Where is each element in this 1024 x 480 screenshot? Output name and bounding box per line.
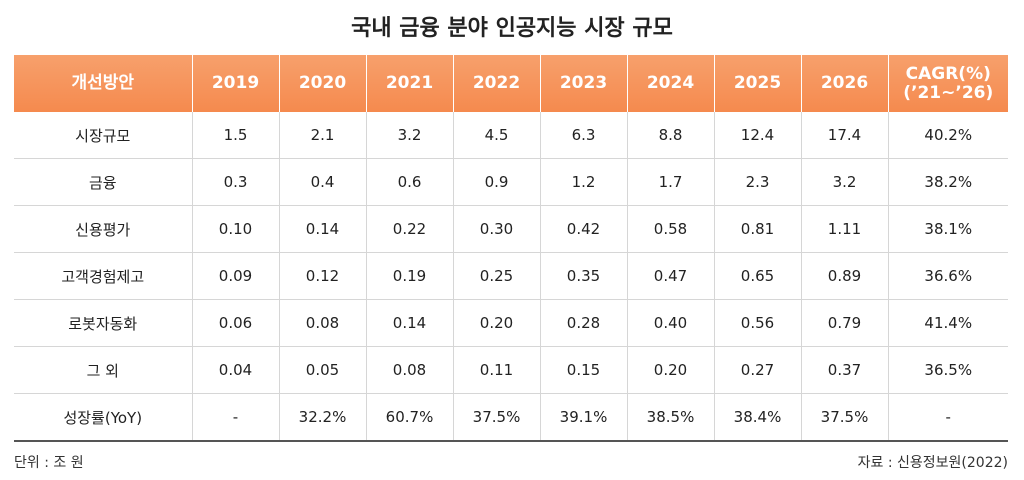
table-cell: 12.4: [713, 112, 801, 159]
table-cell: 0.35: [539, 252, 627, 300]
table-cell: 39.1%: [539, 393, 627, 442]
table-cell: 0.14: [365, 299, 453, 347]
table-cell: 0.08: [365, 346, 453, 394]
table-cell: 0.19: [365, 252, 453, 300]
table-cell: 1.5: [191, 112, 279, 159]
header-row: 개선방안 2019 2020 2021 2022 2023 2024 2025 …: [14, 55, 1008, 112]
table-row: 시장규모 1.5 2.1 3.2 4.5 6.3 8.8 12.4 17.4 40.2%: [14, 112, 1008, 159]
table-cell: -: [191, 393, 279, 442]
row-label-cell: 성장률(YoY): [14, 393, 192, 442]
table-cell: 4.5: [452, 112, 540, 159]
table-cell: 2.1: [278, 112, 366, 159]
table-cell: 0.65: [713, 252, 801, 300]
table-row: 그 외 0.04 0.05 0.08 0.11 0.15 0.20 0.27 0.37 36.5%: [14, 346, 1008, 394]
table-cell: 17.4: [800, 112, 888, 159]
table-cell: 0.89: [800, 252, 888, 300]
table-cell: 38.4%: [713, 393, 801, 442]
row-label-cell: 로봇자동화: [14, 299, 192, 347]
table-cell: 0.58: [626, 205, 714, 253]
row-label-cell: 그 외: [14, 346, 192, 394]
table-cell: 0.11: [452, 346, 540, 394]
table-cell: 38.5%: [626, 393, 714, 442]
table-cell: 0.05: [278, 346, 366, 394]
chart-title: 국내 금융 분야 인공지능 시장 규모: [351, 16, 673, 41]
table-cell: 0.25: [452, 252, 540, 300]
table-cell: 37.5%: [452, 393, 540, 442]
table-cell: 6.3: [539, 112, 627, 159]
table-cell: 3.2: [365, 112, 453, 159]
table-cell: 0.20: [626, 346, 714, 394]
table-cell: 0.47: [626, 252, 714, 300]
table-cell: 0.30: [452, 205, 540, 253]
table-row: 성장률(YoY) -32.2% 60.7% 37.5% 39.1% 38.5% 38.4% 3…: [14, 393, 1008, 442]
table-row: 금융 0.3 0.4 0.6 0.9 1.2 1.7 2.3 3.2 38.2%: [14, 158, 1008, 206]
table-cell: 8.8: [626, 112, 714, 159]
table-cell: 1.2: [539, 158, 627, 206]
header-cell-2022: 2022: [452, 55, 540, 112]
table-cell: 0.20: [452, 299, 540, 347]
table-cell: 0.04: [191, 346, 279, 394]
header-cell-2019: 2019: [191, 55, 279, 112]
market-size-table: 개선방안 2019 2020 2021 2022 2023 2024 2025 …: [14, 55, 1008, 442]
table-cell: 0.42: [539, 205, 627, 253]
header-cell-2023: 2023: [539, 55, 627, 112]
header-cagr-label: CAGR(%): [905, 63, 991, 84]
table-row: 로봇자동화 0.06 0.08 0.14 0.20 0.28 0.40 0.56 0.79 41.…: [14, 299, 1008, 347]
table-row: 신용평가 0.10 0.14 0.22 0.30 0.42 0.58 0.81 1.11 38.1…: [14, 205, 1008, 253]
table-cell: 60.7%: [365, 393, 453, 442]
header-cell-2025: 2025: [713, 55, 801, 112]
row-label-cell: 금융: [14, 158, 192, 206]
unit-note: 단위 : 조 원: [14, 455, 84, 471]
table-cell: 1.11: [800, 205, 888, 253]
table-row: 고객경험제고 0.09 0.12 0.19 0.25 0.35 0.47 0.65 0.89 36…: [14, 252, 1008, 300]
table-body: 시장규모 1.5 2.1 3.2 4.5 6.3 8.8 12.4 17.4 40.2% 금융 0.3…: [14, 112, 1008, 442]
table-cell: 0.09: [191, 252, 279, 300]
table-cell: 38.1%: [887, 205, 1008, 253]
table-cell: 0.9: [452, 158, 540, 206]
table-cell: 0.3: [191, 158, 279, 206]
table-cell: 0.4: [278, 158, 366, 206]
table-cell: 0.79: [800, 299, 888, 347]
table-cell: 3.2: [800, 158, 888, 206]
header-cell-category: 개선방안: [14, 55, 192, 112]
table-cell: 2.3: [713, 158, 801, 206]
header-cell-2024: 2024: [626, 55, 714, 112]
table-cell: 0.14: [278, 205, 366, 253]
table-cell: 0.27: [713, 346, 801, 394]
table-cell: 0.6: [365, 158, 453, 206]
table-cell: 0.81: [713, 205, 801, 253]
table-cell: 0.15: [539, 346, 627, 394]
header-cell-cagr: CAGR(%) (’21~’26): [887, 55, 1008, 112]
header-cell-2020: 2020: [278, 55, 366, 112]
header-cagr-period: (’21~’26): [903, 82, 994, 103]
table-cell: 0.06: [191, 299, 279, 347]
table-cell: 0.37: [800, 346, 888, 394]
header-cell-2021: 2021: [365, 55, 453, 112]
table-cell: 0.12: [278, 252, 366, 300]
table-cell: 41.4%: [887, 299, 1008, 347]
table-cell: 38.2%: [887, 158, 1008, 206]
table-cell: 37.5%: [800, 393, 888, 442]
row-label-cell: 시장규모: [14, 112, 192, 159]
row-label-cell: 신용평가: [14, 205, 192, 253]
table-cell: 0.08: [278, 299, 366, 347]
table-cell: 32.2%: [278, 393, 366, 442]
table-cell: 0.10: [191, 205, 279, 253]
table-cell: 0.22: [365, 205, 453, 253]
table-cell: 36.6%: [887, 252, 1008, 300]
source-note: 자료 : 신용정보원(2022): [857, 455, 1008, 471]
table-cell: 0.28: [539, 299, 627, 347]
table-cell: 40.2%: [887, 112, 1008, 159]
table-cell: 0.40: [626, 299, 714, 347]
row-label-cell: 고객경험제고: [14, 252, 192, 300]
table-cell: 1.7: [626, 158, 714, 206]
table-cell: -: [887, 393, 1008, 442]
table-cell: 0.56: [713, 299, 801, 347]
table-cell: 36.5%: [887, 346, 1008, 394]
header-cell-2026: 2026: [800, 55, 888, 112]
